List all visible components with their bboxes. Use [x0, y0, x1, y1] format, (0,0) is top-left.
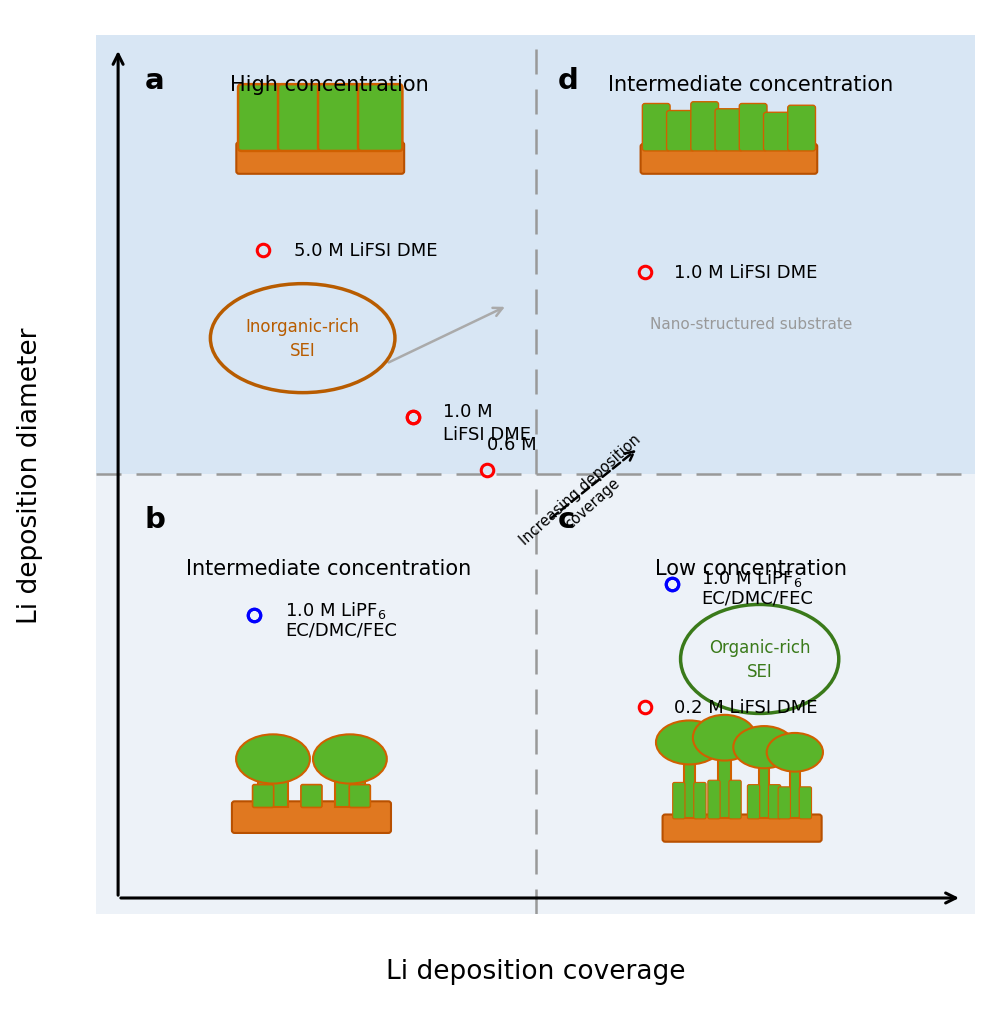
Text: Intermediate concentration: Intermediate concentration	[608, 76, 894, 95]
FancyBboxPatch shape	[667, 111, 694, 152]
Text: Increasing deposition
coverage: Increasing deposition coverage	[517, 431, 656, 561]
FancyBboxPatch shape	[318, 85, 362, 152]
FancyBboxPatch shape	[729, 780, 741, 819]
Text: b: b	[144, 506, 165, 534]
FancyBboxPatch shape	[778, 787, 790, 819]
FancyBboxPatch shape	[232, 802, 391, 833]
FancyBboxPatch shape	[739, 104, 767, 152]
FancyBboxPatch shape	[238, 85, 282, 152]
Text: EC/DMC/FEC: EC/DMC/FEC	[285, 622, 397, 639]
Ellipse shape	[693, 715, 756, 761]
FancyBboxPatch shape	[684, 750, 695, 818]
FancyBboxPatch shape	[788, 106, 815, 152]
Text: Nano-structured substrate: Nano-structured substrate	[650, 316, 852, 332]
Text: 0.6 M: 0.6 M	[487, 436, 537, 454]
FancyBboxPatch shape	[301, 785, 322, 808]
Text: Organic-rich
SEI: Organic-rich SEI	[709, 639, 810, 680]
Text: 5.0 M LiFSI DME: 5.0 M LiFSI DME	[294, 242, 437, 260]
FancyBboxPatch shape	[641, 145, 817, 175]
Ellipse shape	[767, 733, 823, 771]
Text: d: d	[558, 67, 578, 95]
Text: c: c	[558, 506, 575, 534]
Text: 1.0 M LiPF$_6$: 1.0 M LiPF$_6$	[285, 600, 386, 621]
FancyBboxPatch shape	[236, 143, 404, 175]
FancyBboxPatch shape	[694, 783, 706, 819]
FancyBboxPatch shape	[759, 755, 769, 818]
FancyBboxPatch shape	[663, 815, 822, 842]
FancyBboxPatch shape	[799, 787, 812, 819]
Ellipse shape	[313, 735, 387, 784]
FancyBboxPatch shape	[642, 104, 670, 152]
Text: 1.0 M LiFSI DME: 1.0 M LiFSI DME	[674, 264, 818, 282]
FancyBboxPatch shape	[335, 768, 365, 807]
FancyBboxPatch shape	[790, 759, 800, 818]
Ellipse shape	[656, 721, 723, 764]
Text: Li deposition diameter: Li deposition diameter	[17, 327, 43, 623]
FancyBboxPatch shape	[764, 113, 791, 152]
Bar	[96, 475, 975, 914]
FancyBboxPatch shape	[349, 785, 370, 808]
Ellipse shape	[236, 735, 310, 784]
FancyBboxPatch shape	[278, 85, 322, 152]
Ellipse shape	[733, 726, 795, 768]
Text: High concentration: High concentration	[230, 76, 428, 95]
Bar	[96, 36, 975, 475]
Text: Inorganic-rich
SEI: Inorganic-rich SEI	[246, 318, 360, 360]
FancyBboxPatch shape	[718, 746, 731, 818]
Text: Intermediate concentration: Intermediate concentration	[186, 558, 472, 578]
FancyBboxPatch shape	[768, 785, 781, 819]
FancyBboxPatch shape	[673, 783, 685, 819]
Text: Li deposition coverage: Li deposition coverage	[386, 958, 685, 984]
FancyBboxPatch shape	[253, 785, 274, 808]
Text: EC/DMC/FEC: EC/DMC/FEC	[701, 588, 813, 607]
FancyBboxPatch shape	[691, 103, 719, 152]
Text: 1.0 M LiPF$_6$: 1.0 M LiPF$_6$	[701, 567, 802, 588]
Text: LiFSI DME: LiFSI DME	[443, 426, 531, 444]
FancyBboxPatch shape	[708, 780, 720, 819]
FancyBboxPatch shape	[715, 109, 743, 152]
Text: a: a	[144, 67, 164, 95]
FancyBboxPatch shape	[258, 768, 288, 807]
FancyBboxPatch shape	[747, 785, 760, 819]
Text: 0.2 M LiFSI DME: 0.2 M LiFSI DME	[674, 699, 818, 717]
Text: Low concentration: Low concentration	[655, 558, 847, 578]
Text: 1.0 M: 1.0 M	[443, 402, 493, 421]
FancyBboxPatch shape	[358, 85, 402, 152]
